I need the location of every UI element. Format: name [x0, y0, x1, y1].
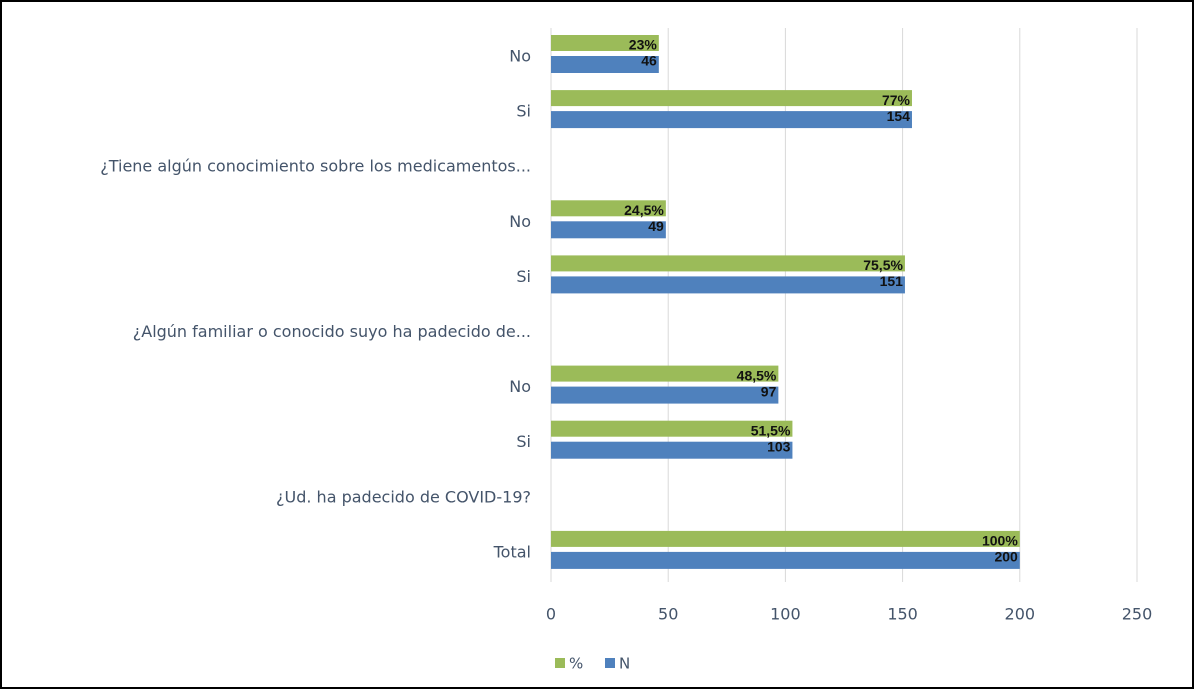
data-label: 97: [761, 383, 777, 399]
data-label: 46: [641, 53, 657, 69]
category-label: No: [509, 212, 531, 231]
data-label: 48,5%: [737, 367, 777, 383]
bar: [551, 200, 666, 217]
category-label: ¿Algún familiar o conocido suyo ha padec…: [133, 322, 531, 341]
data-label: 49: [648, 218, 664, 234]
category-label: Si: [516, 267, 531, 286]
bar: [551, 386, 779, 404]
bar: [551, 551, 1020, 569]
bar: [551, 441, 793, 459]
x-tick-label: 100: [770, 605, 801, 624]
category-label: No: [509, 377, 531, 396]
bar: [551, 56, 659, 73]
bar: [551, 420, 793, 437]
category-label: No: [509, 47, 531, 66]
bar: [551, 90, 912, 107]
bar: [551, 255, 905, 272]
x-tick-label: 250: [1122, 605, 1153, 624]
data-label: 77%: [882, 92, 911, 108]
category-label: Total: [493, 542, 531, 561]
data-label: 51,5%: [751, 422, 791, 438]
data-label: 24,5%: [624, 202, 664, 218]
data-label: 200: [994, 549, 1018, 565]
data-label: 154: [887, 108, 911, 124]
legend-swatch: [555, 658, 565, 668]
legend-label: N: [619, 655, 630, 673]
bar: [551, 35, 659, 51]
x-tick-label: 50: [658, 605, 678, 624]
data-label: 100%: [982, 533, 1018, 549]
x-tick-label: 200: [1005, 605, 1036, 624]
data-label: 151: [880, 273, 904, 289]
category-label: Si: [516, 432, 531, 451]
bar: [551, 111, 912, 129]
data-label: 23%: [629, 37, 658, 53]
bar: [551, 365, 779, 382]
category-label: ¿Tiene algún conocimiento sobre los medi…: [100, 157, 531, 176]
data-label: 103: [767, 438, 791, 454]
bar: [551, 221, 666, 239]
bar: [551, 276, 905, 294]
x-tick-label: 0: [546, 605, 556, 624]
category-label: ¿Ud. ha padecido de COVID-19?: [276, 487, 531, 506]
x-tick-label: 150: [887, 605, 918, 624]
data-label: 75,5%: [863, 257, 903, 273]
legend-label: %: [569, 655, 583, 673]
bar: [551, 530, 1020, 547]
legend-swatch: [605, 658, 615, 668]
category-label: Si: [516, 102, 531, 121]
